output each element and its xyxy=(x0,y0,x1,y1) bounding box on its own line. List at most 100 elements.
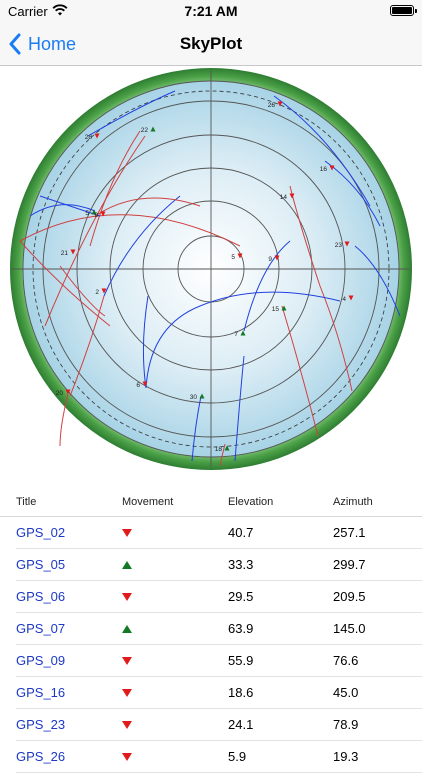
movement-up-icon xyxy=(122,621,132,636)
row-elevation: 5.9 xyxy=(228,749,247,764)
header-azimuth: Azimuth xyxy=(333,496,373,508)
satellite-26[interactable]: 26 xyxy=(268,101,283,110)
back-button[interactable]: Home xyxy=(8,32,76,56)
row-azimuth: 145.0 xyxy=(333,621,366,636)
navigation-bar: Home SkyPlot xyxy=(0,22,422,66)
row-azimuth: 209.5 xyxy=(333,589,366,604)
setting-arrow-icon xyxy=(94,133,100,139)
rising-arrow-icon xyxy=(224,445,230,451)
row-azimuth: 299.7 xyxy=(333,557,366,572)
satellite-label: 16 xyxy=(320,166,328,173)
row-azimuth: 19.3 xyxy=(333,749,359,764)
row-title[interactable]: GPS_02 xyxy=(16,525,66,540)
satellite-label: 7 xyxy=(234,331,238,338)
table-row[interactable]: GPS_26 5.9 19.3 xyxy=(16,741,422,773)
rising-arrow-icon xyxy=(91,209,97,215)
satellite-label: 14 xyxy=(280,194,288,201)
satellite-6[interactable]: 6 xyxy=(136,381,148,390)
satellite-4[interactable]: 4 xyxy=(342,295,354,304)
table-body: GPS_02 40.7 257.1 GPS_05 33.3 299.7 GPS_06 29.5… xyxy=(0,517,422,773)
row-title[interactable]: GPS_23 xyxy=(16,717,66,732)
setting-arrow-icon xyxy=(329,165,335,171)
satellite-28[interactable]: 28 xyxy=(85,133,100,142)
table-row[interactable]: GPS_02 40.7 257.1 xyxy=(16,517,422,549)
satellite-14[interactable]: 14 xyxy=(280,193,295,202)
satellite-23[interactable]: 23 xyxy=(335,241,350,250)
table-row[interactable]: GPS_09 55.9 76.6 xyxy=(16,645,422,677)
satellite-9[interactable]: 9 xyxy=(94,211,106,220)
row-elevation: 63.9 xyxy=(228,621,254,636)
satellite-5[interactable]: 5 xyxy=(85,209,97,218)
satellite-label: 4 xyxy=(342,296,346,303)
row-azimuth: 45.0 xyxy=(333,685,359,700)
table-header: Title Movement Elevation Azimuth xyxy=(0,488,422,517)
table-row[interactable]: GPS_16 18.6 45.0 xyxy=(16,677,422,709)
row-elevation: 33.3 xyxy=(228,557,254,572)
row-azimuth: 257.1 xyxy=(333,525,366,540)
satellite-label: 28 xyxy=(85,134,93,141)
row-title[interactable]: GPS_26 xyxy=(16,749,66,764)
rising-arrow-icon xyxy=(199,393,205,399)
row-title[interactable]: GPS_09 xyxy=(16,653,66,668)
header-movement: Movement xyxy=(122,496,174,508)
row-azimuth: 78.9 xyxy=(333,717,359,732)
row-title[interactable]: GPS_07 xyxy=(16,621,66,636)
satellite-22[interactable]: 22 xyxy=(141,126,156,135)
elevation-rings xyxy=(12,71,410,467)
setting-arrow-icon xyxy=(100,211,106,217)
table-row[interactable]: GPS_23 24.1 78.9 xyxy=(16,709,422,741)
header-title: Title xyxy=(16,496,37,508)
satellite-30[interactable]: 30 xyxy=(190,393,205,402)
movement-down-icon xyxy=(122,525,132,540)
satellite-label: 26 xyxy=(268,102,276,109)
table-row[interactable]: GPS_07 63.9 145.0 xyxy=(16,613,422,645)
row-elevation: 29.5 xyxy=(228,589,254,604)
setting-arrow-icon xyxy=(101,288,107,294)
satellite-5[interactable]: 5 xyxy=(231,253,243,262)
table-row[interactable]: GPS_06 29.5 209.5 xyxy=(16,581,422,613)
chevron-left-icon xyxy=(9,33,21,55)
row-title[interactable]: GPS_06 xyxy=(16,589,66,604)
satellite-label: 20 xyxy=(56,390,64,397)
back-button-label: Home xyxy=(28,33,77,54)
row-title[interactable]: GPS_16 xyxy=(16,685,66,700)
clock: 7:21 AM xyxy=(184,3,238,19)
satellite-label: 5 xyxy=(85,210,89,217)
battery-icon xyxy=(390,5,417,16)
rising-arrow-icon xyxy=(150,126,156,132)
mask-circle xyxy=(32,90,390,448)
satellite-label: 22 xyxy=(141,127,149,134)
satellite-label: 15 xyxy=(272,306,280,313)
satellite-2[interactable]: 2 xyxy=(95,288,107,297)
satellite-20[interactable]: 20 xyxy=(56,389,71,398)
satellite-table: Title Movement Elevation Azimuth GPS_02 4… xyxy=(0,488,422,773)
satellite-label: 9 xyxy=(94,212,98,219)
movement-down-icon xyxy=(122,685,132,700)
setting-arrow-icon xyxy=(142,381,148,387)
satellite-label: 21 xyxy=(61,250,69,257)
satellite-7[interactable]: 7 xyxy=(234,330,246,339)
row-elevation: 40.7 xyxy=(228,525,254,540)
satellite-label: 5 xyxy=(231,254,235,261)
satellite-label: 18 xyxy=(215,446,223,453)
satellite-21[interactable]: 21 xyxy=(61,249,76,258)
wifi-icon xyxy=(52,4,68,16)
satellite-label: 30 xyxy=(190,394,198,401)
setting-arrow-icon xyxy=(277,101,283,107)
satellite-18[interactable]: 18 xyxy=(215,445,230,454)
movement-down-icon xyxy=(122,653,132,668)
satellite-15[interactable]: 15 xyxy=(272,305,287,314)
setting-arrow-icon xyxy=(274,255,280,261)
row-title[interactable]: GPS_05 xyxy=(16,557,66,572)
carrier-label: Carrier xyxy=(8,4,48,19)
satellite-label: 6 xyxy=(136,382,140,389)
table-row[interactable]: GPS_05 33.3 299.7 xyxy=(16,549,422,581)
setting-arrow-icon xyxy=(289,193,295,199)
movement-down-icon xyxy=(122,749,132,764)
satellite-16[interactable]: 16 xyxy=(320,165,335,174)
setting-arrow-icon xyxy=(237,253,243,259)
setting-arrow-icon xyxy=(65,389,71,395)
page-title: SkyPlot xyxy=(179,34,243,53)
satellite-9[interactable]: 9 xyxy=(268,255,280,264)
